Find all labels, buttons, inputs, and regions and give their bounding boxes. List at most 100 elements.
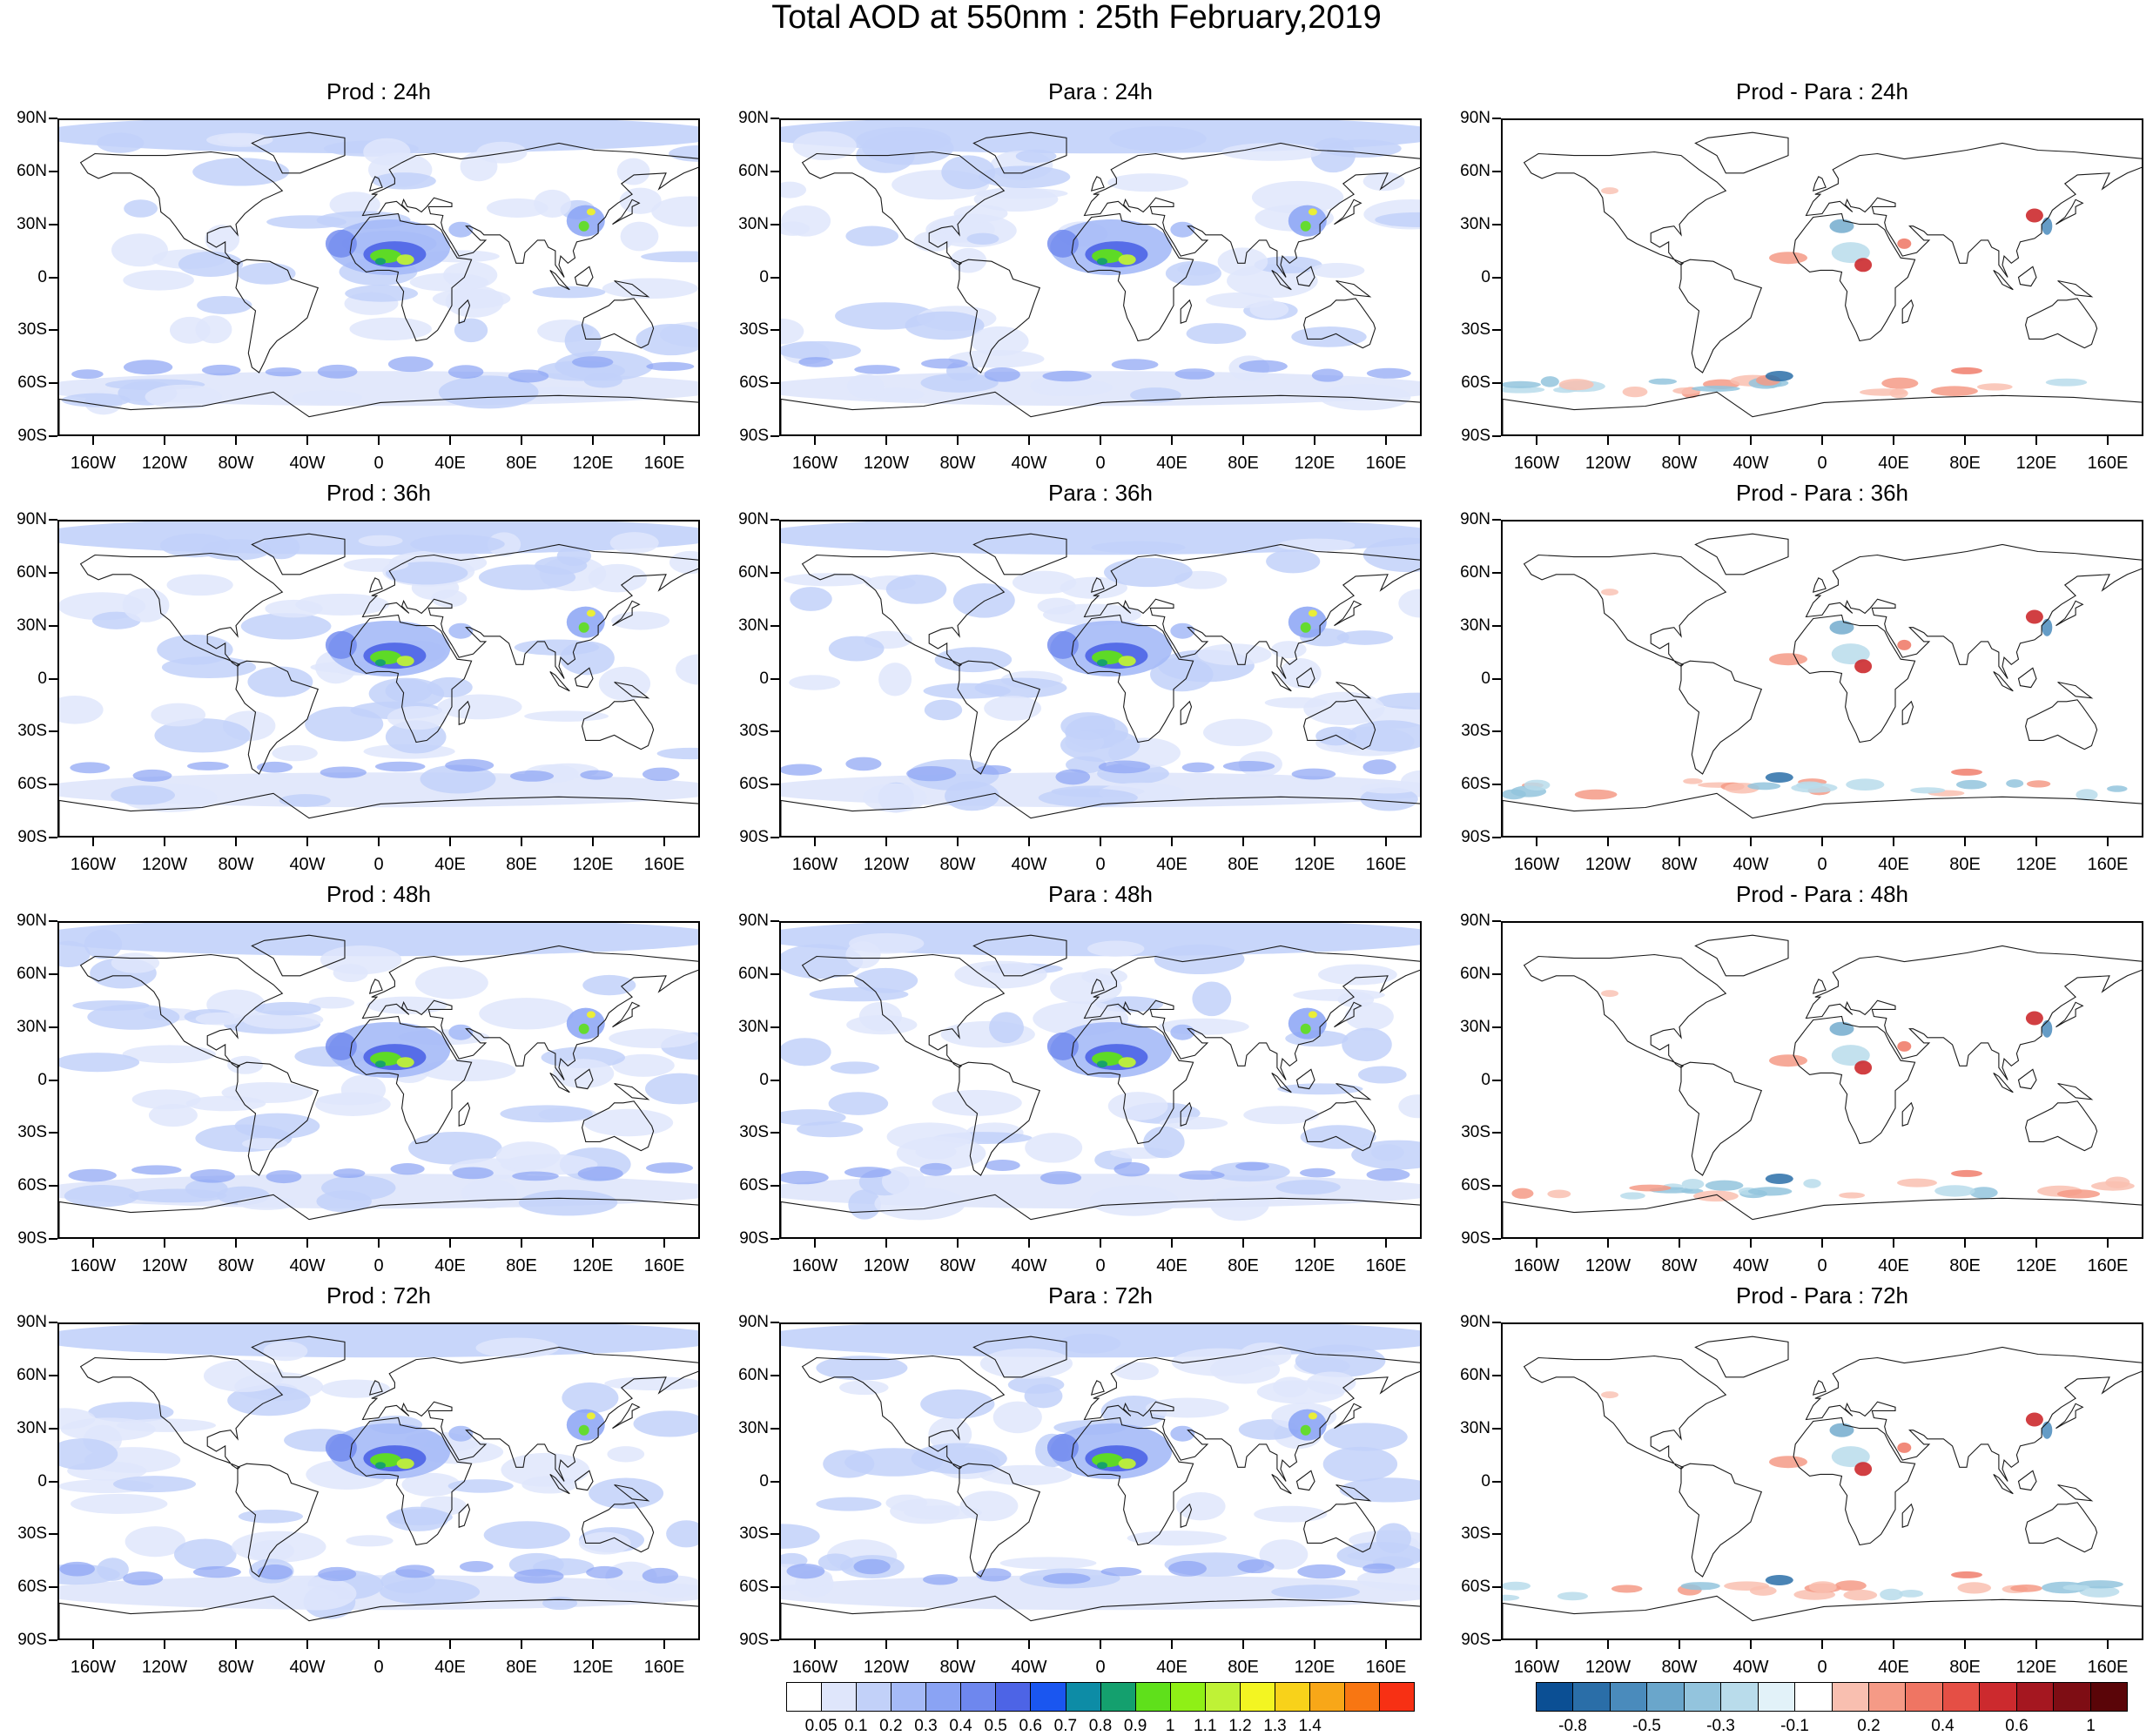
lon-tick (1750, 1239, 1752, 1248)
lat-tick (770, 519, 779, 521)
colorbar-swatch (787, 1683, 823, 1711)
panel-title: Prod - Para : 24h (1736, 78, 1908, 104)
aod-field-patch (1118, 1057, 1136, 1068)
aod-field-patch (317, 364, 358, 379)
aod-field-patch (1046, 229, 1079, 258)
colorbar-swatch (1031, 1683, 1066, 1711)
lon-label: 160E (1365, 1256, 1407, 1275)
aod-field-patch (578, 1424, 589, 1436)
aod-field-patch (414, 966, 488, 999)
lon-tick (1314, 1640, 1315, 1649)
aod-field-patch (70, 762, 111, 774)
aod-field-patch (676, 654, 698, 685)
aod-field-patch (578, 1023, 589, 1034)
aod-field-patch (586, 609, 595, 617)
aod-field-patch (276, 1577, 357, 1611)
colorbar-swatch (1345, 1683, 1381, 1711)
colorbar-swatch (1647, 1683, 1685, 1711)
lon-label: 40E (434, 454, 466, 473)
lat-tick (1492, 170, 1501, 172)
aod-field-patch (479, 998, 574, 1030)
aod-field-patch (578, 622, 589, 633)
aod-field-patch (475, 1337, 559, 1358)
aod-field-patch (1038, 788, 1138, 807)
aod-field-patch (1179, 1170, 1225, 1181)
lon-label: 120E (572, 1658, 614, 1677)
lon-label: 80W (218, 1256, 254, 1275)
aod-field-patch (923, 683, 1011, 699)
coastline (957, 259, 1041, 373)
lat-tick (49, 1132, 57, 1134)
lon-label: 40W (1732, 1256, 1769, 1275)
aod-field-patch (1311, 368, 1344, 382)
aod-field-patch (1266, 549, 1321, 574)
coastline (2057, 681, 2094, 699)
coastline (614, 681, 650, 699)
aod-field-patch (192, 158, 290, 186)
lat-tick (1492, 1132, 1501, 1134)
aod-field-patch (1356, 1567, 1420, 1591)
coastline (614, 1082, 650, 1100)
lon-label: 40E (1156, 1256, 1188, 1275)
lon-tick (663, 436, 665, 445)
aod-field-patch (192, 1565, 241, 1578)
lon-label: 40W (1011, 454, 1047, 473)
aod-field-patch (1024, 1383, 1063, 1409)
map-panel: Prod : 36h 90N 60N 30N 0 30S 60S 90S 160W 120W 80W… (17, 480, 700, 874)
aod-field-patch (514, 639, 600, 656)
aod-field-patch (1092, 1052, 1124, 1066)
lon-tick (1893, 1239, 1894, 1248)
lat-label: 30S (17, 722, 47, 741)
aod-field-patch (59, 1053, 140, 1073)
lon-label: 80E (506, 454, 537, 473)
lon-label: 160W (1513, 1256, 1560, 1275)
lon-label: 40E (434, 1256, 466, 1275)
aod-field-patch (368, 677, 445, 710)
lat-label: 60N (17, 964, 47, 983)
aod-field-patch (325, 630, 357, 659)
aod-field-patch (781, 923, 1420, 957)
aod-field-patch (580, 770, 614, 780)
lon-tick (1028, 838, 1030, 846)
lon-label: 40W (1732, 454, 1769, 473)
coastline (458, 700, 471, 725)
aod-field-patch (2025, 1412, 2043, 1427)
lon-label: 120W (863, 454, 910, 473)
lon-tick (164, 1239, 165, 1248)
aod-field-patch (59, 940, 91, 967)
coastline (612, 1403, 641, 1430)
aod-field-patch (131, 1089, 201, 1110)
lat-tick (49, 784, 57, 786)
lon-tick (814, 1640, 816, 1649)
lat-label: 30N (17, 1418, 47, 1437)
aod-field-patch (97, 132, 145, 153)
aod-field-patch (1400, 770, 1420, 793)
lon-tick (378, 838, 380, 846)
aod-field-patch (1217, 247, 1268, 276)
lat-tick (1492, 1639, 1501, 1641)
lon-tick (1964, 1640, 1966, 1649)
aod-field-patch (978, 165, 1071, 189)
aod-field-patch (112, 1476, 197, 1493)
lon-tick (2107, 1640, 2109, 1649)
lon-label: 120W (141, 1658, 188, 1677)
lon-tick (1607, 1239, 1609, 1248)
aod-field-patch (1951, 1571, 1982, 1578)
lon-label: 160E (2087, 1658, 2129, 1677)
lat-label: 60S (17, 1578, 47, 1597)
aod-field-patch (227, 1055, 263, 1074)
map-panel: Para : 48h 90N 60N 30N 0 30S 60S 90S 160W 120W 80W… (738, 881, 1422, 1275)
colorbar-swatch (1240, 1683, 1275, 1711)
coastline (2055, 1403, 2084, 1430)
lon-tick (449, 1640, 451, 1649)
lon-tick (885, 1640, 887, 1649)
aod-field-patch (1221, 143, 1322, 161)
colorbar-label: 0.9 (1123, 1717, 1147, 1735)
map-panel: Prod - Para : 48h 90N 60N 30N 0 30S 60S 90S 160W… (1460, 881, 2143, 1275)
coastline (1523, 953, 1727, 1069)
aod-field-patch (2056, 1189, 2101, 1199)
colorbar-swatch (1135, 1683, 1171, 1711)
aod-field-patch (1319, 384, 1411, 411)
lon-label: 160E (2087, 454, 2129, 473)
colorbar-swatch (1537, 1683, 1574, 1711)
